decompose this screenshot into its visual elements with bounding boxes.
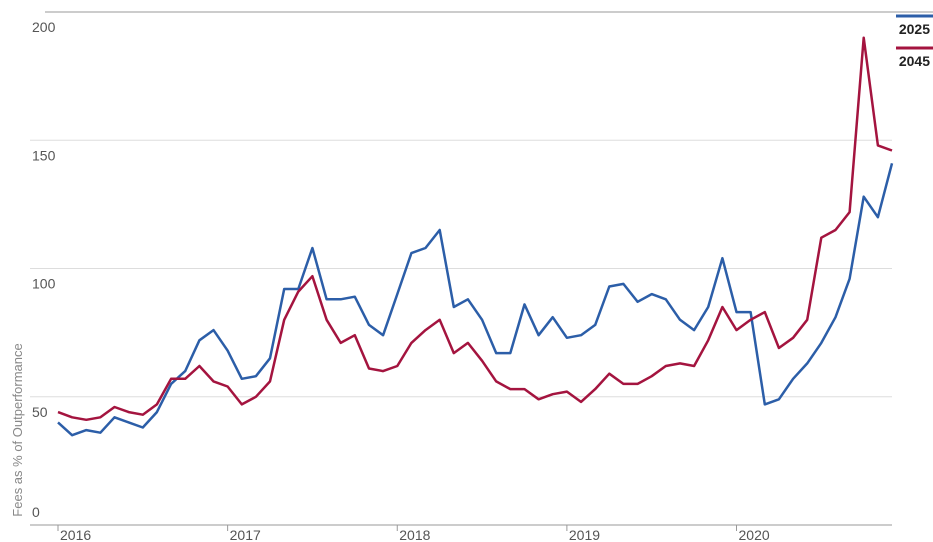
y-tick-label: 200 xyxy=(32,19,56,35)
legend-label: 2045 xyxy=(899,53,930,69)
x-tick-label: 2018 xyxy=(399,527,430,542)
y-tick-label: 100 xyxy=(32,276,56,292)
y-axis-label: Fees as % of Outperformance xyxy=(10,343,25,516)
x-tick-label: 2020 xyxy=(739,527,770,542)
y-tick-label: 150 xyxy=(32,147,56,163)
x-tick-label: 2017 xyxy=(230,527,261,542)
legend-label: 2025 xyxy=(899,21,930,37)
x-tick-label: 2016 xyxy=(60,527,91,542)
y-tick-label: 50 xyxy=(32,404,48,420)
y-tick-label: 0 xyxy=(32,504,40,520)
series-line xyxy=(57,162,894,437)
series-line xyxy=(57,36,893,422)
x-tick-label: 2019 xyxy=(569,527,600,542)
